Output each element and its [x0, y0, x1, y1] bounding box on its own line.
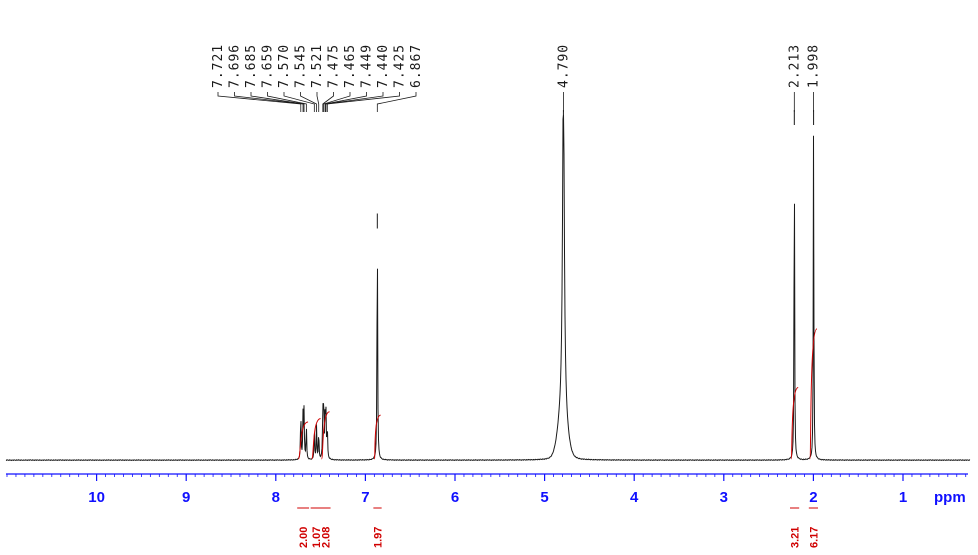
peak-label: 7.521: [310, 44, 325, 88]
peak-label: 7.721: [211, 44, 226, 88]
peak-label-group: 7.721 7.696 7.685 7.659 7.570 7.545 7.521 7.475…: [211, 44, 822, 112]
peak-label: 7.545: [294, 44, 309, 88]
x-axis-tick-label: 3: [720, 489, 728, 506]
integral-curve: [790, 387, 799, 460]
x-axis-tick-label: 6: [451, 489, 459, 506]
peak-label-connector: [323, 92, 351, 112]
peak-label: 4.790: [556, 44, 571, 88]
x-axis-tick-label: 2: [809, 489, 817, 506]
peak-label-connector: [376, 92, 417, 112]
x-axis-minor-ticks: [6, 474, 967, 477]
peak-label-connector: [283, 92, 315, 112]
peak-label-connector: [325, 92, 384, 112]
integral-value-label: 2.08: [321, 527, 333, 548]
integral-curve: [297, 421, 309, 460]
x-axis-tick-label: 7: [361, 489, 369, 506]
peak-label: 7.696: [228, 44, 243, 88]
peak-label: 7.465: [343, 44, 358, 88]
integral-value-label: 6.17: [808, 527, 820, 548]
x-axis-tick-label: 1: [899, 489, 907, 506]
peak-label: 7.449: [360, 44, 375, 88]
peak-label: 7.425: [393, 44, 408, 88]
integral-value-label: 1.97: [372, 527, 384, 548]
peak-label: 1.998: [807, 44, 822, 88]
x-axis-tick-label: 10: [88, 489, 105, 506]
x-axis: 10 9 8 7 6 5 4 3 2 1 ppm: [6, 473, 968, 506]
integral-curve: [809, 328, 818, 460]
x-axis-tick-label: 4: [630, 489, 639, 506]
peak-label-connector: [250, 92, 305, 112]
spectrum-trace-group: [5, 110, 971, 462]
x-axis-tick-label: 5: [540, 489, 548, 506]
peak-label: 6.867: [409, 44, 424, 88]
peak-label-connector: [300, 92, 317, 112]
integral-value-label: 2.00: [298, 527, 310, 548]
peak-label: 7.659: [261, 44, 276, 88]
peak-label: 7.475: [327, 44, 342, 88]
peak-label-connector: [316, 92, 320, 112]
integral-curve: [311, 418, 321, 460]
peak-label: 7.570: [277, 44, 292, 88]
x-axis-unit-label: ppm: [934, 489, 966, 506]
integral-curve: [373, 414, 382, 460]
peak-label-connector: [326, 92, 400, 112]
x-axis-tick-label: 9: [182, 489, 190, 506]
x-axis-tick-label: 8: [272, 489, 280, 506]
peak-label-connector: [324, 92, 367, 112]
peak-label-connector: [217, 92, 302, 112]
x-axis-major-ticks: 10 9 8 7 6 5 4 3 2 1: [88, 474, 907, 506]
peak-label: 7.685: [244, 44, 259, 88]
peak-label-connector: [267, 92, 307, 112]
integral-value-label: 3.21: [790, 527, 802, 548]
peak-label: 2.213: [787, 44, 802, 88]
peak-label-connector: [234, 92, 304, 112]
peak-label: 7.440: [376, 44, 391, 88]
peak-label-connector: [322, 92, 334, 112]
integral-group: 2.00 1.072.08 1.97 3.21 6.17: [297, 328, 820, 548]
integral-value-label: 1.07: [311, 527, 323, 548]
spectrum-trace: [5, 114, 971, 462]
integral-curve: [321, 411, 331, 460]
